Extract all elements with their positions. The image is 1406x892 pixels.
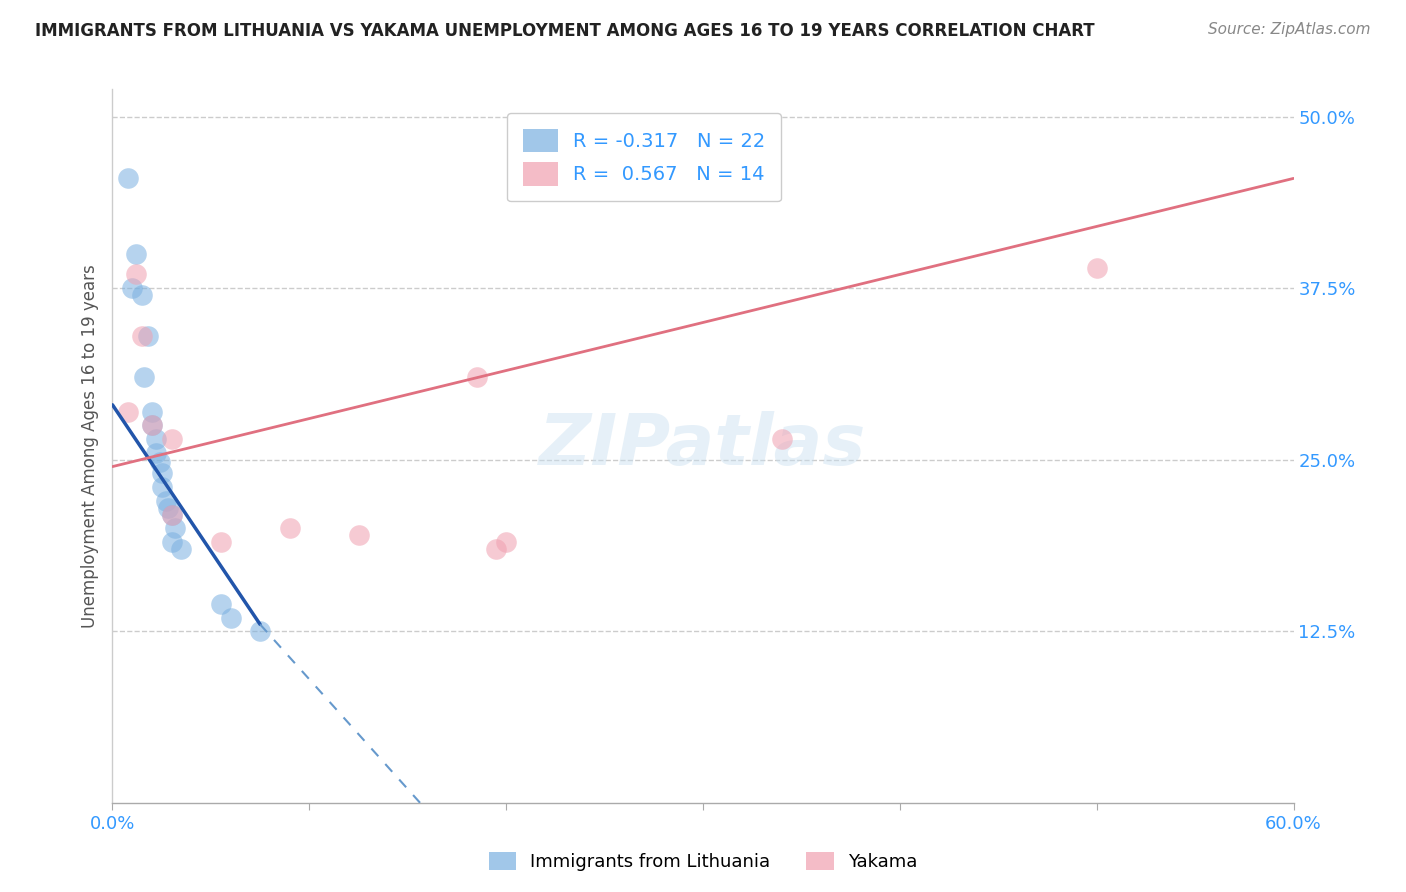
Point bbox=[149, 455, 172, 469]
Point bbox=[770, 432, 793, 446]
Point bbox=[249, 624, 271, 639]
Text: ZIPatlas: ZIPatlas bbox=[540, 411, 866, 481]
Point bbox=[131, 329, 153, 343]
Point bbox=[150, 480, 173, 494]
Point bbox=[160, 432, 183, 446]
Point bbox=[150, 467, 173, 481]
Point bbox=[155, 494, 177, 508]
Text: IMMIGRANTS FROM LITHUANIA VS YAKAMA UNEMPLOYMENT AMONG AGES 16 TO 19 YEARS CORRE: IMMIGRANTS FROM LITHUANIA VS YAKAMA UNEM… bbox=[35, 22, 1095, 40]
Point bbox=[347, 528, 370, 542]
Point bbox=[145, 432, 167, 446]
Point bbox=[160, 535, 183, 549]
Point bbox=[209, 597, 232, 611]
Point bbox=[156, 500, 179, 515]
Point bbox=[465, 370, 488, 384]
Point bbox=[495, 535, 517, 549]
Point bbox=[170, 541, 193, 556]
Point bbox=[141, 418, 163, 433]
Point bbox=[125, 247, 148, 261]
Y-axis label: Unemployment Among Ages 16 to 19 years: Unemployment Among Ages 16 to 19 years bbox=[80, 264, 98, 628]
Point bbox=[117, 171, 139, 186]
Point bbox=[121, 281, 143, 295]
Legend: R = -0.317   N = 22, R =  0.567   N = 14: R = -0.317 N = 22, R = 0.567 N = 14 bbox=[508, 113, 780, 202]
Point bbox=[485, 541, 508, 556]
Point bbox=[165, 521, 187, 535]
Point bbox=[131, 288, 153, 302]
Point bbox=[209, 535, 232, 549]
Point bbox=[278, 521, 301, 535]
Point bbox=[125, 268, 148, 282]
Point bbox=[141, 405, 163, 419]
Point bbox=[145, 446, 167, 460]
Point bbox=[219, 610, 242, 624]
Point bbox=[132, 370, 155, 384]
Point bbox=[160, 508, 183, 522]
Point bbox=[1085, 260, 1108, 275]
Point bbox=[160, 508, 183, 522]
Legend: Immigrants from Lithuania, Yakama: Immigrants from Lithuania, Yakama bbox=[481, 845, 925, 879]
Point bbox=[117, 405, 139, 419]
Text: Source: ZipAtlas.com: Source: ZipAtlas.com bbox=[1208, 22, 1371, 37]
Point bbox=[141, 418, 163, 433]
Point bbox=[136, 329, 159, 343]
